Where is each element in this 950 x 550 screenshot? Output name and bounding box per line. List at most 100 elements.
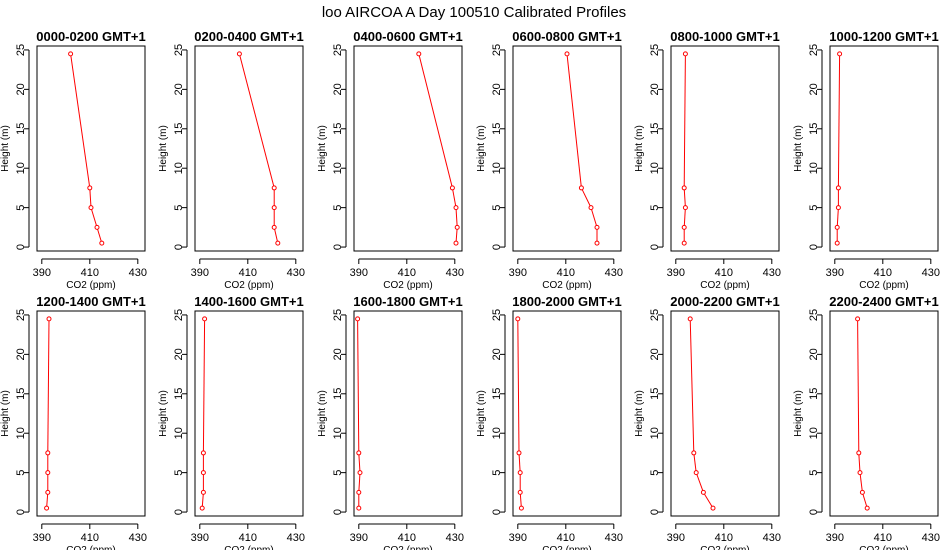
y-tick-label: 15 <box>173 388 185 400</box>
data-point <box>200 470 206 476</box>
data-point <box>835 205 841 211</box>
profile-segment <box>590 207 598 228</box>
profile-segment <box>858 452 861 473</box>
data-point <box>45 450 51 456</box>
y-tick-label: 20 <box>808 348 820 360</box>
x-tick-label: 410 <box>239 267 257 279</box>
profile-segment <box>861 492 868 509</box>
plot-frame <box>353 310 463 517</box>
y-axis-label: Height (m) <box>634 125 645 172</box>
profile-segment <box>202 318 206 453</box>
x-tick-label: 410 <box>557 267 575 279</box>
plot-frame <box>36 45 146 252</box>
panel-10: 1800-2000 GMT+1 390 410 430 0 5 10 15 20 25 CO2 (p… <box>476 294 623 550</box>
data-point <box>693 470 699 476</box>
data-point <box>518 505 524 511</box>
data-point <box>271 185 277 191</box>
data-point <box>357 470 363 476</box>
data-point <box>45 489 51 495</box>
data-point <box>594 224 600 230</box>
data-point <box>199 505 205 511</box>
panel-title: 0200-0400 GMT+1 <box>194 29 303 44</box>
data-point <box>837 51 843 57</box>
profile-segment <box>238 53 275 189</box>
y-tick-label: 20 <box>15 83 27 95</box>
y-tick-label: 25 <box>15 309 27 321</box>
profile-segment <box>837 53 841 188</box>
panel-11: 2000-2200 GMT+1 390 410 430 0 5 10 15 20 25 CO2 (p… <box>634 294 781 550</box>
x-tick-label: 430 <box>446 267 464 279</box>
y-tick-label: 0 <box>332 244 344 250</box>
y-axis-label: Height (m) <box>793 125 804 172</box>
profile-segment <box>455 207 458 228</box>
y-tick-label: 0 <box>649 509 661 515</box>
y-tick-label: 0 <box>491 244 503 250</box>
y-tick-label: 0 <box>808 509 820 515</box>
plot-frame <box>829 45 939 252</box>
y-tick-label: 5 <box>332 205 344 211</box>
x-tick-label: 410 <box>557 532 575 544</box>
x-axis-label: CO2 (ppm) <box>66 545 115 550</box>
y-tick-label: 5 <box>649 205 661 211</box>
profile-segment <box>47 318 50 453</box>
x-tick-label: 430 <box>446 532 464 544</box>
panel-7: 1200-1400 GMT+1 390 410 430 0 5 10 15 20 25 CO2 (p… <box>0 294 147 550</box>
y-tick-label: 20 <box>649 348 661 360</box>
data-point <box>835 185 841 191</box>
y-tick-label: 15 <box>649 388 661 400</box>
y-tick-label: 15 <box>649 123 661 135</box>
x-tick-label: 410 <box>239 532 257 544</box>
panel-title: 1800-2000 GMT+1 <box>512 294 621 309</box>
y-tick-label: 20 <box>491 83 503 95</box>
data-point <box>44 505 50 511</box>
profile-segment <box>46 492 49 509</box>
panel-title: 1000-1200 GMT+1 <box>829 29 938 44</box>
profile-segment <box>566 53 582 188</box>
y-tick-label: 10 <box>173 162 185 174</box>
x-tick-label: 390 <box>509 267 527 279</box>
data-point <box>864 505 870 511</box>
data-point <box>356 505 362 511</box>
y-tick-label: 25 <box>808 309 820 321</box>
profile-segment <box>859 472 863 493</box>
y-tick-label: 25 <box>649 309 661 321</box>
data-point <box>856 450 862 456</box>
profile-segment <box>451 187 457 208</box>
data-point <box>517 470 523 476</box>
data-point <box>45 470 51 476</box>
y-axis-label: Height (m) <box>476 125 487 172</box>
y-tick-label: 20 <box>491 348 503 360</box>
y-tick-label: 25 <box>649 44 661 56</box>
y-tick-label: 10 <box>649 162 661 174</box>
y-tick-label: 5 <box>15 470 27 476</box>
y-tick-label: 10 <box>649 427 661 439</box>
y-axis-label: Height (m) <box>0 390 11 437</box>
data-point <box>87 185 93 191</box>
data-point <box>687 316 693 322</box>
panel-title: 1200-1400 GMT+1 <box>36 294 145 309</box>
data-point <box>834 224 840 230</box>
panel-4: 0600-0800 GMT+1 390 410 430 0 5 10 15 20 25 CO2 (p… <box>476 29 623 291</box>
profile-segment <box>455 227 458 244</box>
y-tick-label: 20 <box>649 83 661 95</box>
data-point <box>88 205 94 211</box>
y-tick-label: 5 <box>491 205 503 211</box>
x-tick-label: 390 <box>826 267 844 279</box>
y-tick-label: 25 <box>332 309 344 321</box>
y-tick-label: 15 <box>173 123 185 135</box>
y-tick-label: 10 <box>808 162 820 174</box>
profile-segment <box>695 472 704 493</box>
y-tick-label: 15 <box>15 388 27 400</box>
y-tick-label: 15 <box>15 123 27 135</box>
panel-title: 2200-2400 GMT+1 <box>829 294 938 309</box>
profile-segment <box>201 492 204 509</box>
data-point <box>68 51 74 57</box>
x-tick-label: 410 <box>715 532 733 544</box>
data-point <box>517 489 523 495</box>
data-point <box>453 240 459 246</box>
y-tick-label: 25 <box>332 44 344 56</box>
y-tick-label: 25 <box>808 44 820 56</box>
y-tick-label: 0 <box>15 244 27 250</box>
y-axis-label: Height (m) <box>476 390 487 437</box>
data-point <box>834 240 840 246</box>
